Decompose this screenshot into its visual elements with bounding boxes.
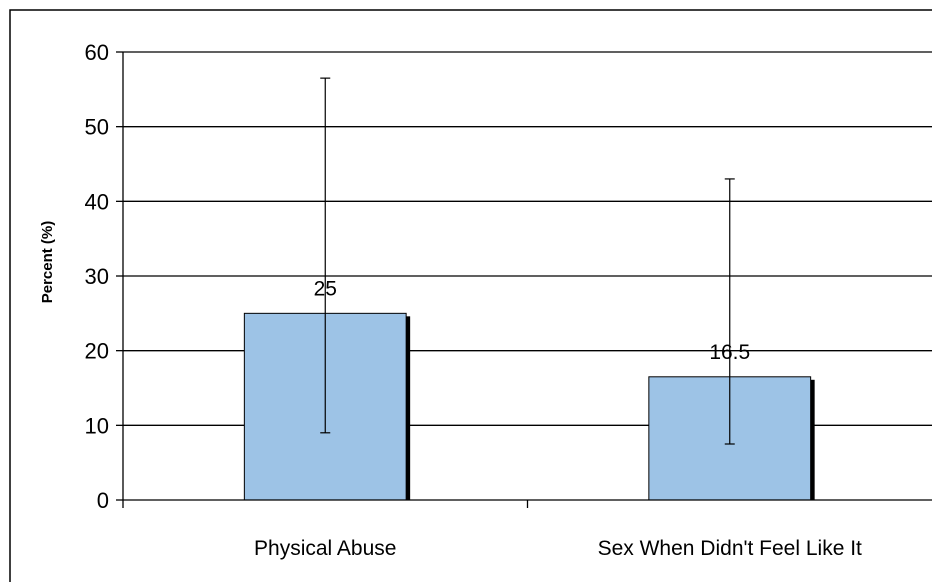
- y-tick-label: 30: [85, 264, 109, 289]
- y-tick-label: 10: [85, 413, 109, 438]
- data-label: 25: [314, 277, 337, 300]
- y-tick-label: 40: [85, 189, 109, 214]
- y-tick-label: 50: [85, 115, 109, 140]
- labels: 0 10 20 30 40 50 60 25 Physical Abuse 16.5 Sex Whe…: [85, 40, 863, 560]
- error-bars: [320, 77, 735, 445]
- y-tick-label: 20: [85, 339, 109, 364]
- x-category-label: Physical Abuse: [254, 537, 396, 560]
- data-label: 16.5: [709, 341, 750, 364]
- y-tick-label: 60: [85, 40, 109, 65]
- x-category-label: Sex When Didn't Feel Like It: [598, 537, 862, 560]
- y-axis-label: Percent (%): [39, 221, 56, 304]
- y-tick-label: 0: [97, 488, 109, 513]
- axes: [116, 51, 932, 508]
